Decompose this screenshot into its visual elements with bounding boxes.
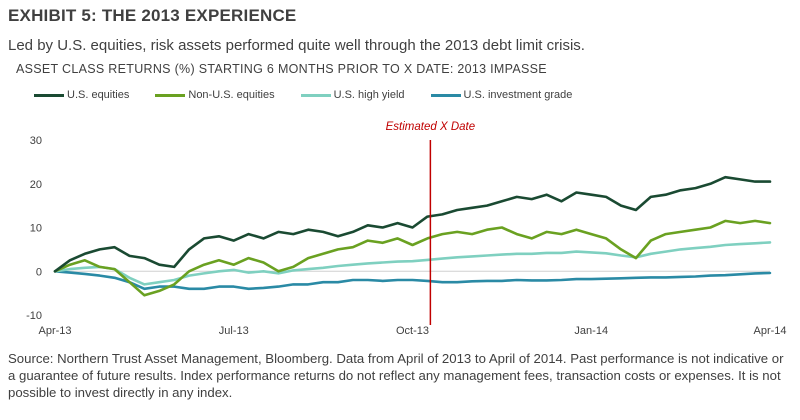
legend-label: U.S. equities xyxy=(67,89,130,101)
series-line xyxy=(53,219,772,297)
exhibit-subtitle: Led by U.S. equities, risk assets perfor… xyxy=(8,37,585,54)
series-line xyxy=(53,270,772,291)
legend-swatch xyxy=(430,93,461,97)
y-tick-label: 10 xyxy=(30,223,42,235)
x-tick-label: Jan-14 xyxy=(574,325,608,337)
series-line xyxy=(53,175,772,273)
line-chart: -10 0 10 20 30 Apr-13 Jul-13 Oct-13 Jan-14 Apr-14… xyxy=(26,121,786,337)
legend-label: U.S. high yield xyxy=(333,89,405,101)
legend-label: U.S. investment grade xyxy=(463,89,573,101)
y-tick-label: 20 xyxy=(30,179,42,191)
legend-item: U.S. equities xyxy=(34,89,129,101)
chart-legend: U.S. equities Non-U.S. equities U.S. high … xyxy=(34,87,598,103)
legend-item: U.S. investment grade xyxy=(430,89,573,101)
chart-title: ASSET CLASS RETURNS (%) STARTING 6 MONTH… xyxy=(16,62,547,76)
x-date-marker-label: Estimated X Date xyxy=(386,121,475,133)
x-tick-label: Apr-14 xyxy=(753,325,786,337)
legend-label: Non-U.S. equities xyxy=(188,89,275,101)
source-note: Source: Northern Trust Asset Management,… xyxy=(8,351,784,400)
legend-swatch xyxy=(300,93,331,97)
legend-item: Non-U.S. equities xyxy=(155,89,275,101)
legend-item: U.S. high yield xyxy=(300,89,405,101)
y-tick-label: -10 xyxy=(26,310,42,322)
x-tick-label: Oct-13 xyxy=(396,325,429,337)
exhibit-title: EXHIBIT 5: THE 2013 EXPERIENCE xyxy=(8,6,297,25)
legend-swatch xyxy=(34,93,64,97)
legend-swatch xyxy=(155,93,186,97)
series-line xyxy=(53,241,772,286)
x-tick-label: Apr-13 xyxy=(38,325,71,337)
y-tick-label: 0 xyxy=(36,266,42,278)
x-tick-label: Jul-13 xyxy=(219,325,249,337)
y-tick-label: 30 xyxy=(30,135,42,147)
